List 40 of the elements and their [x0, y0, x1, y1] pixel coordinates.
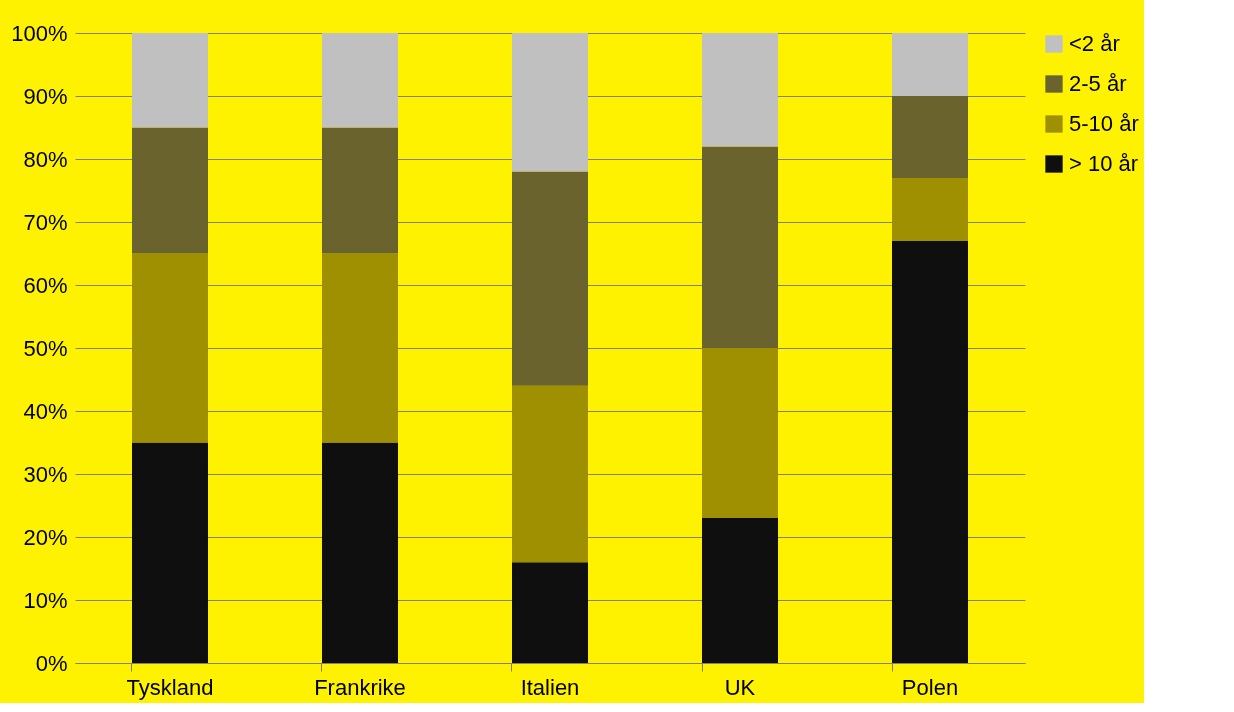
bar	[512, 385, 588, 563]
y-tick-label: 80%	[23, 146, 68, 172]
legend-label: <2 år	[1069, 31, 1120, 56]
bar	[322, 33, 398, 128]
bar	[702, 348, 778, 519]
bar	[132, 33, 208, 128]
bar	[512, 171, 588, 386]
x-tick-label: Polen	[901, 674, 959, 700]
bar	[892, 33, 968, 96]
x-tick-label: UK	[724, 674, 756, 700]
y-tick-label: 60%	[23, 272, 68, 298]
y-tick-label: 90%	[23, 83, 68, 109]
bar	[132, 127, 208, 254]
bar	[322, 253, 398, 443]
bar	[892, 96, 968, 178]
bar	[322, 127, 398, 254]
bar	[702, 146, 778, 348]
y-tick-label: 100%	[11, 20, 68, 46]
legend-label: > 10 år	[1069, 151, 1139, 176]
y-tick-label: 40%	[23, 398, 68, 424]
legend-label: 5-10 år	[1069, 111, 1139, 136]
x-tick-label: Italien	[520, 674, 580, 700]
bar	[892, 177, 968, 241]
x-tick-label: Tyskland	[126, 674, 214, 700]
bar	[132, 442, 208, 663]
bar	[512, 562, 588, 663]
y-tick-label: 30%	[23, 461, 68, 487]
legend-label: 2-5 år	[1069, 71, 1127, 96]
y-tick-label: 20%	[23, 524, 68, 550]
x-tick-label: Frankrike	[314, 674, 406, 700]
bar	[702, 33, 778, 147]
bar	[132, 253, 208, 443]
bar	[702, 518, 778, 663]
y-tick-label: 10%	[23, 587, 68, 613]
y-tick-label: 50%	[23, 335, 68, 361]
y-tick-label: 0%	[35, 650, 68, 676]
bar	[322, 442, 398, 663]
bar	[892, 240, 968, 663]
y-tick-label: 70%	[23, 209, 68, 235]
bar	[512, 33, 588, 172]
